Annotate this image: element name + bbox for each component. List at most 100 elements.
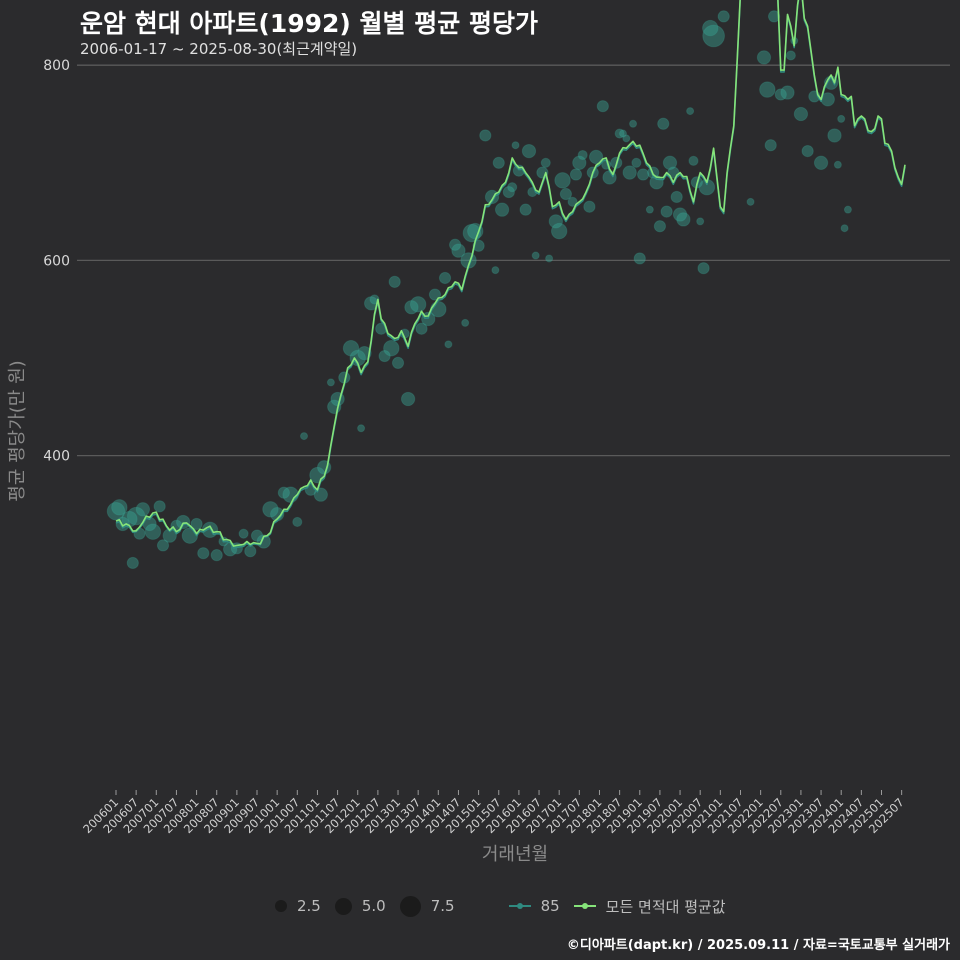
y-axis-ticks: 4006008001000 bbox=[43, 58, 70, 464]
chart-title: 운암 현대 아파트(1992) 월별 평균 평당가 bbox=[80, 9, 538, 38]
transaction-point bbox=[391, 356, 405, 369]
x-axis-ticks: 2006012006072007012007072008012008072009… bbox=[80, 790, 907, 836]
transaction-point bbox=[596, 100, 609, 113]
transaction-bubbles bbox=[106, 10, 852, 570]
transaction-point bbox=[540, 157, 551, 168]
legend-size-small-label: 2.5 bbox=[297, 897, 321, 915]
transaction-point bbox=[577, 149, 588, 161]
transaction-point bbox=[438, 271, 452, 285]
transaction-point bbox=[357, 345, 372, 361]
transaction-point bbox=[511, 141, 520, 150]
legend-size-medium-dot bbox=[334, 897, 352, 915]
transaction-point bbox=[479, 129, 492, 142]
transaction-point bbox=[672, 207, 688, 222]
y-axis-title: 평균 평당가(만 원) bbox=[7, 360, 28, 502]
transaction-point bbox=[383, 340, 400, 357]
y-tick-label-600: 600 bbox=[43, 253, 70, 269]
transaction-point bbox=[531, 251, 540, 260]
transaction-point bbox=[238, 528, 249, 539]
transaction-point bbox=[444, 340, 453, 349]
transaction-point bbox=[250, 529, 264, 542]
transaction-point bbox=[262, 501, 279, 518]
legend-size-small: 2.5 bbox=[275, 897, 321, 915]
transaction-point bbox=[156, 539, 170, 552]
transaction-point bbox=[507, 182, 518, 193]
transaction-point bbox=[670, 190, 683, 204]
transaction-point bbox=[569, 168, 583, 181]
transaction-point bbox=[662, 155, 678, 170]
transaction-point bbox=[629, 119, 638, 128]
transaction-point bbox=[572, 155, 587, 170]
transaction-point bbox=[494, 202, 510, 217]
transaction-point bbox=[764, 139, 777, 152]
transaction-point bbox=[449, 238, 462, 251]
transaction-point bbox=[210, 549, 223, 562]
transaction-point bbox=[717, 10, 730, 23]
legend-series-all: 모든 면적대 평균값 bbox=[573, 896, 726, 917]
transaction-point bbox=[559, 187, 572, 201]
transaction-point bbox=[837, 114, 846, 123]
transaction-point bbox=[631, 157, 642, 168]
transaction-point bbox=[793, 106, 809, 122]
transaction-point bbox=[300, 432, 309, 441]
transaction-point bbox=[567, 196, 578, 207]
legend-series-85-label: 85 bbox=[540, 897, 560, 915]
transaction-point bbox=[583, 200, 596, 213]
legend-size-medium: 5.0 bbox=[334, 897, 386, 915]
transaction-point bbox=[175, 514, 191, 530]
transaction-point bbox=[801, 144, 814, 158]
transaction-point bbox=[774, 88, 787, 101]
transaction-point bbox=[780, 85, 795, 100]
transaction-point bbox=[660, 205, 673, 218]
transaction-point bbox=[277, 486, 290, 499]
transaction-point bbox=[415, 322, 428, 335]
transaction-point bbox=[342, 340, 360, 357]
transaction-point bbox=[588, 149, 604, 165]
transaction-point bbox=[622, 165, 637, 180]
transaction-point bbox=[190, 517, 203, 531]
series-85-line bbox=[115, 0, 906, 549]
transaction-point bbox=[292, 516, 303, 528]
transaction-point bbox=[400, 391, 416, 407]
transaction-point bbox=[502, 185, 515, 199]
legend-series-85-swatch bbox=[508, 903, 531, 909]
transaction-point bbox=[153, 500, 166, 513]
legend: 2.5 5.0 7.5 85 모든 면적대 평균값 bbox=[275, 892, 740, 920]
transaction-point bbox=[550, 222, 568, 240]
transaction-point bbox=[357, 424, 366, 433]
transaction-point bbox=[521, 143, 537, 159]
transaction-point bbox=[697, 262, 710, 275]
transaction-point bbox=[833, 160, 842, 169]
transaction-point bbox=[702, 19, 719, 37]
legend-size-large: 7.5 bbox=[399, 895, 455, 917]
transaction-point bbox=[840, 224, 849, 233]
legend-size-small-dot bbox=[275, 900, 287, 912]
transaction-point bbox=[461, 318, 470, 327]
source-caption: ©디아파트(dapt.kr) / 2025.09.11 / 자료=국토교통부 실… bbox=[566, 938, 950, 953]
transaction-point bbox=[696, 217, 705, 226]
transaction-point bbox=[111, 499, 128, 516]
transaction-point bbox=[688, 155, 699, 166]
transaction-point bbox=[326, 378, 335, 387]
transaction-point bbox=[519, 203, 532, 216]
transaction-point bbox=[622, 134, 631, 143]
legend-series-all-label: 모든 면적대 평균값 bbox=[605, 897, 726, 916]
series-all-avg-line bbox=[115, 0, 906, 547]
transaction-point bbox=[657, 117, 670, 130]
transaction-point bbox=[618, 129, 627, 138]
transaction-point bbox=[637, 168, 650, 181]
transaction-point bbox=[702, 24, 725, 48]
legend-series-85: 85 bbox=[508, 897, 560, 915]
chart-subtitle: 2006-01-17 ~ 2025-08-30(최근계약일) bbox=[80, 40, 358, 58]
legend-series-all-swatch bbox=[573, 903, 596, 909]
y-tick-label-800: 800 bbox=[43, 58, 70, 74]
transaction-point bbox=[545, 254, 554, 263]
transaction-point bbox=[492, 156, 505, 169]
transaction-point bbox=[548, 214, 563, 229]
transaction-point bbox=[827, 128, 842, 143]
transaction-point bbox=[686, 107, 695, 116]
transaction-point bbox=[126, 506, 146, 526]
transaction-point bbox=[409, 296, 427, 313]
transaction-point bbox=[746, 197, 755, 206]
transaction-point bbox=[282, 486, 299, 503]
